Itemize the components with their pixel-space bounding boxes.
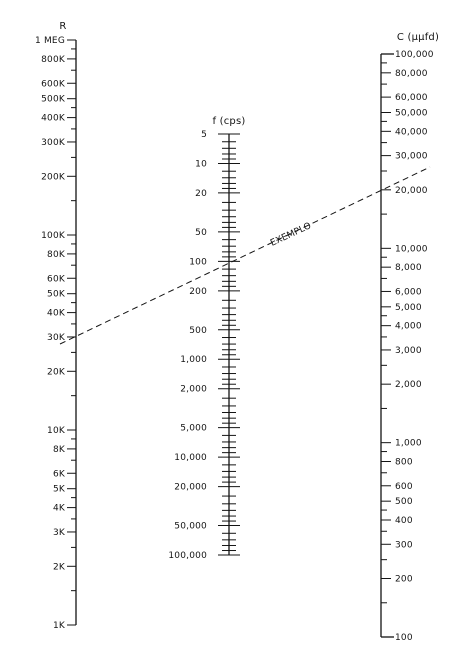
r-tick-label: 3K (53, 528, 66, 538)
r-tick-label: 100K (41, 231, 66, 241)
r-tick-label: 2K (53, 562, 66, 572)
r-scale-labels: 1 MEG 800K 600K 500K 400K 300K 200K 100K 80K 60K 5… (35, 36, 66, 631)
c-tick-label: 4,000 (395, 322, 422, 332)
r-tick-label: 30K (47, 333, 66, 343)
c-tick-label: 10,000 (395, 244, 428, 254)
f-scale: f (cps) 5 10 20 50 100 200 500 1,000 2,000 5,000 1… (168, 116, 245, 561)
f-scale-ticks (218, 133, 240, 556)
c-scale-ticks (381, 53, 391, 638)
r-tick-label: 400K (41, 114, 66, 124)
r-tick-label: 80K (47, 250, 66, 260)
c-scale-title: C (μμfd) (397, 32, 439, 43)
c-tick-label: 600 (395, 482, 413, 492)
f-tick-label: 20 (195, 189, 207, 199)
c-tick-label: 100 (395, 633, 413, 643)
r-tick-label: 800K (41, 55, 66, 65)
r-tick-label: 200K (41, 172, 66, 182)
c-tick-label: 30,000 (395, 152, 428, 162)
r-tick-label: 5K (53, 485, 66, 495)
example-line-group: EXEMPLO (59, 166, 431, 345)
c-tick-label: 400 (395, 516, 413, 526)
c-tick-label: 8,000 (395, 263, 422, 273)
r-tick-label: 40K (47, 309, 66, 319)
f-tick-label: 5,000 (180, 424, 207, 434)
f-tick-label: 10 (195, 159, 207, 169)
r-tick-label: 50K (47, 290, 66, 300)
f-tick-label: 5 (201, 130, 207, 140)
c-scale-labels: 100,000 80,000 60,000 50,000 40,000 30,000 20,… (395, 50, 434, 643)
r-tick-label: 6K (53, 469, 66, 479)
c-tick-label: 800 (395, 457, 413, 467)
r-tick-label: 8K (53, 445, 66, 455)
r-tick-label: 10K (47, 426, 66, 436)
r-tick-label: 600K (41, 79, 66, 89)
f-tick-label: 100 (189, 257, 207, 267)
c-tick-label: 20,000 (395, 186, 428, 196)
f-tick-label: 500 (189, 326, 207, 336)
c-tick-label: 1,000 (395, 439, 422, 449)
f-tick-label: 100,000 (168, 551, 207, 561)
f-scale-title: f (cps) (213, 116, 246, 127)
c-tick-label: 3,000 (395, 346, 422, 356)
c-scale: C (μμfd) 100,000 80,000 60,000 50,000 40,000… (380, 32, 439, 643)
c-tick-label: 80,000 (395, 69, 428, 79)
r-scale-ticks (67, 39, 76, 626)
r-tick-label: 60K (47, 274, 66, 284)
c-tick-label: 200 (395, 574, 413, 584)
c-tick-label: 2,000 (395, 380, 422, 390)
f-tick-label: 1,000 (180, 355, 207, 365)
c-tick-label: 6,000 (395, 287, 422, 297)
c-tick-label: 60,000 (395, 93, 428, 103)
c-tick-label: 300 (395, 540, 413, 550)
r-scale: R 1 MEG 800K 600K 500K 400K 300K 200K 100K 80K 60… (35, 21, 77, 631)
f-scale-labels: 5 10 20 50 100 200 500 1,000 2,000 5,000 10,000 20,… (168, 130, 207, 561)
example-label: EXEMPLO (269, 221, 313, 249)
f-tick-label: 20,000 (174, 483, 207, 493)
c-tick-label: 100,000 (395, 50, 434, 60)
c-tick-label: 5,000 (395, 303, 422, 313)
r-tick-label: 500K (41, 95, 66, 105)
c-tick-label: 500 (395, 497, 413, 507)
c-tick-label: 40,000 (395, 127, 428, 137)
f-tick-label: 50 (195, 228, 207, 238)
f-tick-label: 50,000 (174, 522, 207, 532)
f-tick-label: 2,000 (180, 385, 207, 395)
r-scale-title: R (59, 21, 66, 32)
example-dashed-line (59, 166, 431, 345)
f-tick-label: 200 (189, 287, 207, 297)
r-tick-label: 1 MEG (35, 36, 65, 46)
c-tick-label: 50,000 (395, 109, 428, 119)
r-tick-label: 4K (53, 504, 66, 514)
r-tick-label: 20K (47, 367, 66, 377)
r-tick-label: 300K (41, 138, 66, 148)
f-tick-label: 10,000 (174, 453, 207, 463)
r-tick-label: 1K (53, 621, 66, 631)
